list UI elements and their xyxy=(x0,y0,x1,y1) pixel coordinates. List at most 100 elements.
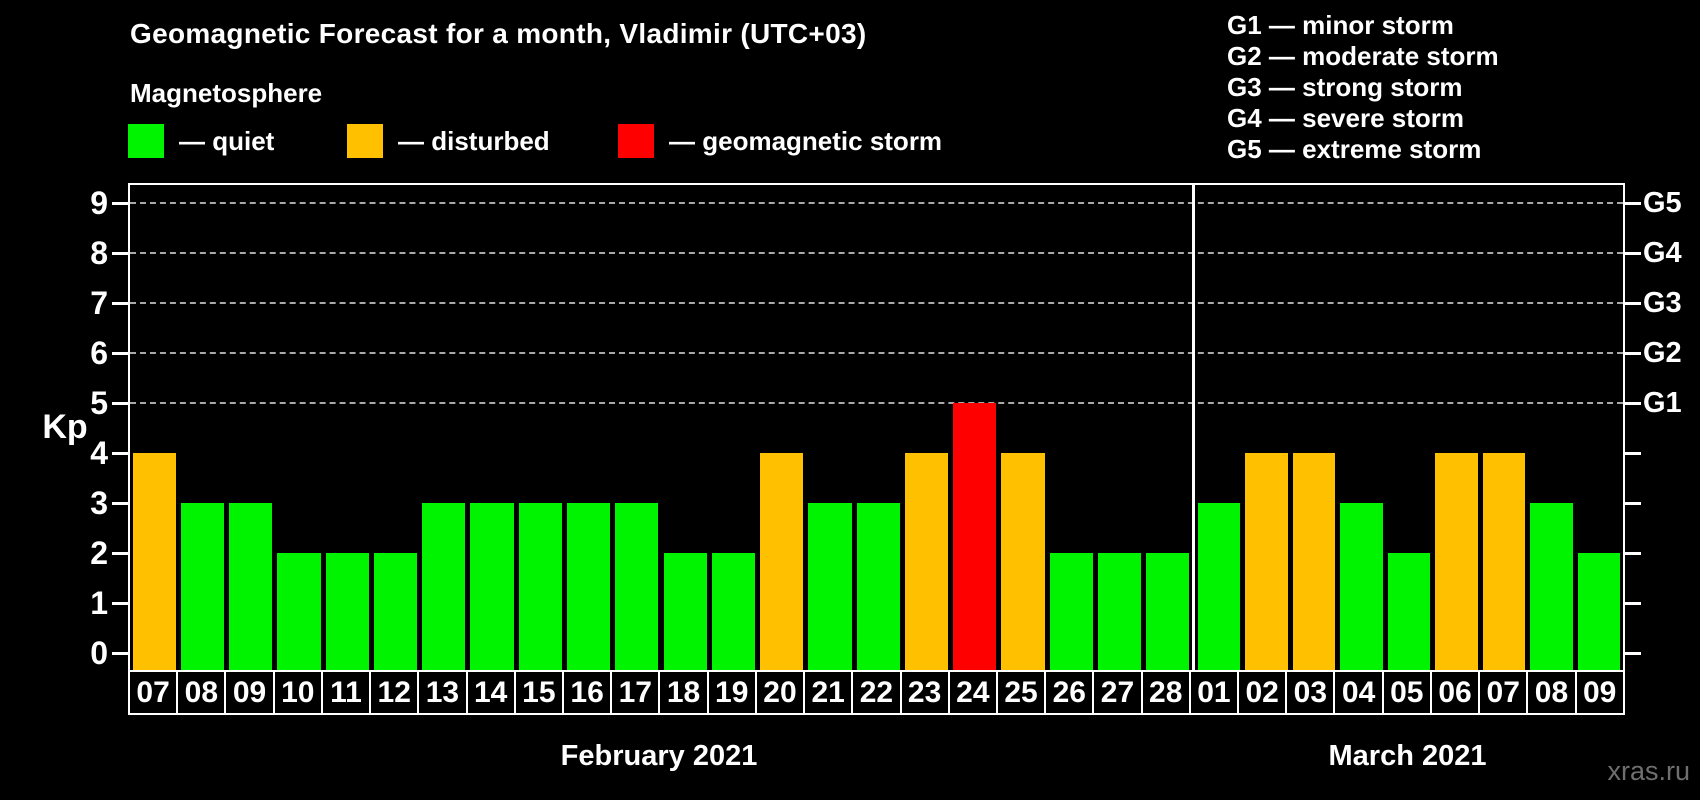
date-cell-february-14: 14 xyxy=(465,670,514,715)
date-cell-february-23: 23 xyxy=(899,670,948,715)
right-tick-kp7 xyxy=(1625,302,1641,305)
date-cell-march-01: 01 xyxy=(1188,670,1238,715)
left-tick-kp8 xyxy=(112,252,128,255)
kp-bar-february-24 xyxy=(953,403,997,670)
date-cell-february-25: 25 xyxy=(995,670,1045,715)
date-cell-february-18: 18 xyxy=(658,670,707,715)
date-cell-march-02: 02 xyxy=(1237,670,1286,715)
kp-bar-march-03 xyxy=(1292,453,1336,670)
y-tick-label-7: 7 xyxy=(90,285,108,321)
left-tick-kp3 xyxy=(112,502,128,505)
kp-bar-february-17 xyxy=(615,503,659,670)
y-tick-label-6: 6 xyxy=(90,335,108,371)
kp-bar-february-26 xyxy=(1049,553,1093,670)
magnetosphere-subtitle: Magnetosphere xyxy=(130,78,323,108)
kp-bar-march-06 xyxy=(1435,453,1478,670)
left-tick-kp2 xyxy=(112,552,128,555)
kp-bar-march-07 xyxy=(1482,453,1526,670)
left-tick-kp1 xyxy=(112,602,128,605)
watermark-xras: xras.ru xyxy=(1607,756,1690,786)
date-cell-february-07: 07 xyxy=(128,670,177,715)
legend-disturbed-label: — disturbed xyxy=(398,125,550,156)
y-tick-label-8: 8 xyxy=(90,235,108,271)
date-cell-february-26: 26 xyxy=(1044,670,1093,715)
gridline-kp9 xyxy=(130,202,1623,204)
plot-area: 0 1 2 3 4 5 6 7 8 9 G1 G2 G3 G4 G5 xyxy=(90,183,1682,670)
kp-bar-february-25 xyxy=(1001,453,1045,670)
date-cell-february-28: 28 xyxy=(1140,670,1189,715)
month-divider-line xyxy=(1192,185,1195,670)
storm-scale-g4: G4 — severe storm xyxy=(1227,103,1465,133)
right-tick-kp5 xyxy=(1625,402,1641,405)
left-tick-kp0 xyxy=(112,652,128,655)
date-axis: 07 08 09 10 11 12 13 14 15 16 17 18 19 20 21 22 23 24 25 26… xyxy=(128,670,1625,715)
date-cell-february-11: 11 xyxy=(320,670,370,715)
right-tick-kp9 xyxy=(1625,202,1641,205)
y-tick-label-9: 9 xyxy=(90,185,108,221)
date-cell-march-04: 04 xyxy=(1333,670,1382,715)
legend-storm-label: — geomagnetic storm xyxy=(669,125,943,156)
date-cell-march-08: 08 xyxy=(1526,670,1575,715)
right-tick-kp6 xyxy=(1625,352,1641,355)
right-tick-kp2 xyxy=(1625,552,1641,555)
storm-scale-legend: G1 — minor storm G2 — moderate storm G3 … xyxy=(1227,10,1499,165)
page-title: Geomagnetic Forecast for a month, Vladim… xyxy=(130,18,867,49)
right-axis-label-g3: G3 xyxy=(1643,287,1682,319)
right-axis-label-g5: G5 xyxy=(1643,187,1682,219)
date-cell-march-07: 07 xyxy=(1478,670,1527,715)
kp-bar-february-13 xyxy=(422,503,466,670)
left-tick-kp9 xyxy=(112,202,128,205)
kp-bar-february-23 xyxy=(904,453,949,670)
kp-bar-february-16 xyxy=(566,503,611,670)
legend-item-storm: — geomagnetic storm xyxy=(618,123,942,159)
kp-bar-march-09 xyxy=(1577,553,1621,670)
kp-bar-february-28 xyxy=(1146,553,1190,670)
right-axis-label-g4: G4 xyxy=(1643,237,1682,269)
date-cell-february-22: 22 xyxy=(851,670,900,715)
kp-bar-february-09 xyxy=(229,503,273,670)
kp-bar-march-02 xyxy=(1245,453,1288,670)
date-cell-february-21: 21 xyxy=(803,670,852,715)
date-cell-march-09: 09 xyxy=(1574,670,1625,715)
date-cell-february-10: 10 xyxy=(272,670,321,715)
date-cell-february-27: 27 xyxy=(1092,670,1141,715)
y-tick-label-1: 1 xyxy=(90,585,108,621)
kp-bar-february-27 xyxy=(1097,553,1142,670)
gridline-kp5 xyxy=(130,402,1623,404)
kp-bar-march-08 xyxy=(1530,503,1573,670)
date-cell-march-05: 05 xyxy=(1381,670,1430,715)
y-tick-label-2: 2 xyxy=(90,535,108,571)
left-tick-kp6 xyxy=(112,352,128,355)
y-tick-label-0: 0 xyxy=(90,635,108,671)
month-label-march: March 2021 xyxy=(1328,740,1487,772)
kp-bar-february-22 xyxy=(856,503,900,670)
legend-quiet-label: — quiet xyxy=(179,125,275,156)
date-cell-february-12: 12 xyxy=(369,670,418,715)
right-axis-label-g2: G2 xyxy=(1643,337,1682,369)
right-axis-label-g1: G1 xyxy=(1643,387,1682,419)
storm-scale-g3: G3 — strong storm xyxy=(1227,72,1463,102)
month-label-february: February 2021 xyxy=(560,740,758,772)
left-tick-kp4 xyxy=(112,452,128,455)
legend-item-quiet: — quiet xyxy=(128,123,274,159)
date-cell-february-13: 13 xyxy=(417,670,466,715)
date-cell-february-17: 17 xyxy=(610,670,659,715)
legend-item-disturbed: — disturbed xyxy=(347,123,550,159)
right-tick-kp8 xyxy=(1625,252,1641,255)
kp-bar-february-14 xyxy=(470,503,514,670)
date-cell-february-19: 19 xyxy=(706,670,755,715)
kp-bar-february-08 xyxy=(180,503,225,670)
left-tick-kp7 xyxy=(112,302,128,305)
date-cell-february-24: 24 xyxy=(947,670,996,715)
kp-bar-february-19 xyxy=(711,553,756,670)
date-cell-march-06: 06 xyxy=(1429,670,1479,715)
kp-bar-february-20 xyxy=(760,453,804,670)
gridline-kp6 xyxy=(130,352,1623,354)
date-cell-february-08: 08 xyxy=(176,670,225,715)
kp-bar-february-07 xyxy=(132,453,176,670)
storm-scale-g5: G5 — extreme storm xyxy=(1227,134,1482,164)
storm-scale-g2: G2 — moderate storm xyxy=(1227,41,1499,71)
kp-bar-march-01 xyxy=(1197,503,1241,670)
right-tick-kp3 xyxy=(1625,502,1641,505)
